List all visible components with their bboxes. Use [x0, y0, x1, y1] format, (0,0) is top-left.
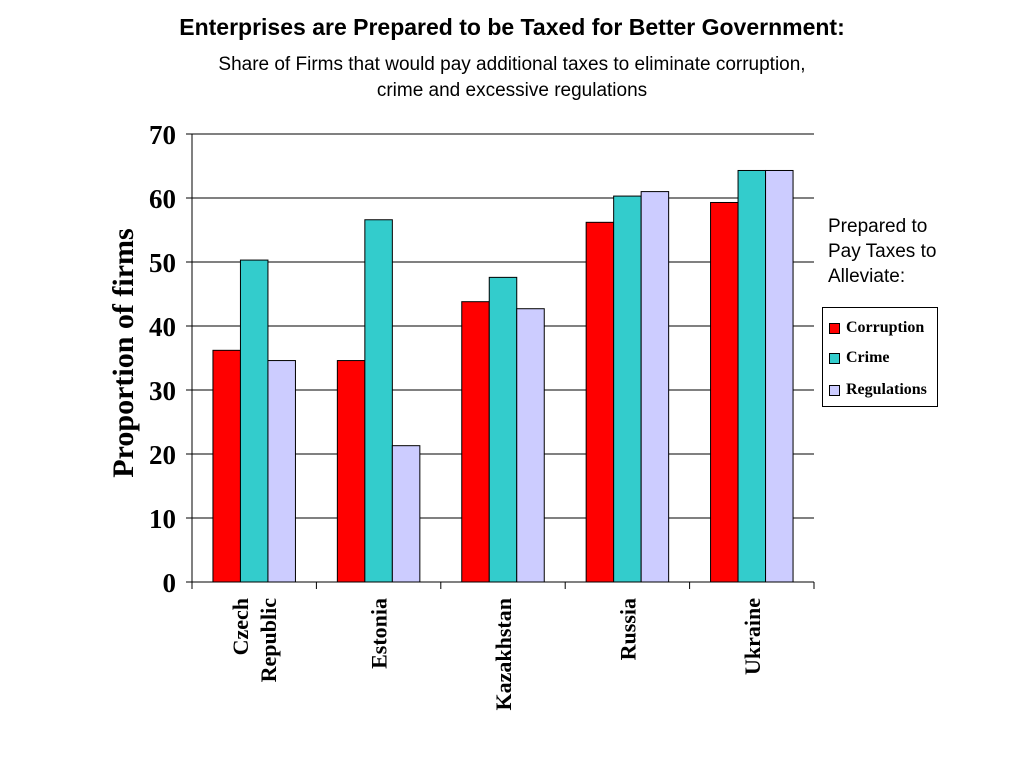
bar-corruption	[585, 221, 615, 583]
bar-regulations	[640, 191, 670, 583]
y-tick-label: 30	[149, 376, 176, 406]
legend-label-regulations: Regulations	[846, 381, 927, 398]
x-tick-label: Estonia	[367, 598, 392, 669]
legend-swatch-regulations	[829, 384, 840, 396]
subtitle-line-2: crime and excessive regulations	[376, 80, 648, 101]
legend-swatch-corruption	[829, 322, 840, 334]
y-tick-label: 20	[149, 440, 176, 470]
legend-item-crime: Crime	[829, 348, 890, 368]
legend-item-corruption: Corruption	[829, 318, 924, 338]
legend-swatch-crime	[829, 352, 840, 364]
x-tick-label: Czech Republic	[228, 598, 281, 683]
chart-subtitle: Share of Firms that would pay additional…	[0, 52, 1024, 104]
bar-corruption	[212, 349, 241, 583]
x-tick-label: Ukraine	[740, 598, 765, 675]
bar-crime	[364, 219, 393, 583]
bar-crime	[239, 259, 269, 583]
y-tick-label: 0	[163, 568, 177, 598]
legend-note-line-3: Alleviate:	[828, 266, 906, 287]
bar-regulations	[516, 308, 545, 583]
legend-item-regulations: Regulations	[829, 380, 927, 400]
bar-corruption	[461, 301, 490, 583]
legend-note: Prepared to Pay Taxes to Alleviate:	[828, 214, 936, 289]
bar-crime	[488, 276, 518, 583]
x-tick-label: Kazakhstan	[491, 598, 516, 710]
legend-note-line-2: Pay Taxes to	[828, 241, 937, 262]
legend-label-crime: Crime	[846, 349, 890, 366]
y-tick-label: 70	[149, 120, 176, 150]
legend-label-corruption: Corruption	[846, 319, 925, 336]
bar-corruption	[710, 201, 739, 583]
subtitle-line-1: Share of Firms that would pay additional…	[218, 54, 806, 75]
y-tick-label: 50	[149, 248, 176, 278]
bar-regulations	[267, 360, 296, 583]
y-tick-label: 60	[149, 184, 176, 214]
bar-regulations	[765, 169, 794, 583]
bar-crime	[737, 169, 767, 583]
bar-regulations	[391, 445, 421, 583]
x-tick-label: Russia	[615, 598, 640, 660]
y-axis-label: Proportion of firms	[107, 228, 140, 477]
legend: Corruption Crime Regulations	[822, 307, 938, 407]
bar-crime	[613, 195, 642, 583]
bars	[212, 169, 794, 583]
bar-corruption	[336, 360, 366, 583]
legend-note-line-1: Prepared to	[828, 216, 928, 237]
y-tick-label: 40	[149, 312, 176, 342]
y-tick-label: 10	[149, 504, 176, 534]
chart-title: Enterprises are Prepared to be Taxed for…	[179, 14, 845, 40]
axes: 0 10 20 30 40 50 60 70 Czech Republic Estonia Kazak…	[149, 120, 815, 710]
